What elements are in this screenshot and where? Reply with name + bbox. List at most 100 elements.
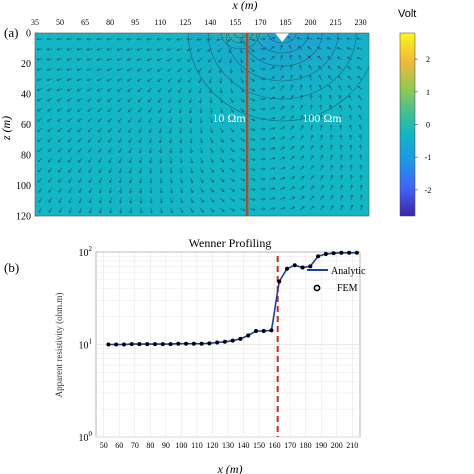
current-arrow-head (301, 135, 304, 138)
current-arrow-head (107, 99, 110, 102)
current-arrow (329, 105, 332, 111)
current-arrow-head (337, 56, 340, 60)
current-arrow-head (106, 47, 110, 51)
current-arrow (140, 177, 142, 184)
current-arrow-head (310, 134, 314, 138)
current-arrow-head (252, 158, 256, 161)
current-arrow-head (282, 166, 286, 170)
current-arrow-head (179, 150, 183, 154)
current-arrow-head (36, 37, 40, 41)
current-arrow-head (209, 110, 213, 114)
panel-b-ylabel: Apparent resistivity (ohm.m) (54, 293, 64, 398)
current-arrow-head (48, 190, 51, 193)
current-arrow (148, 97, 153, 103)
current-arrow-head (149, 191, 153, 194)
current-arrow-head (232, 179, 235, 182)
current-arrow-head (146, 58, 150, 62)
current-arrow (89, 207, 92, 213)
current-arrow (190, 197, 194, 203)
current-arrow (109, 167, 112, 173)
current-arrow-head (118, 180, 122, 184)
panel-b: (b) Wenner Profiling Apparent resistivit… (4, 236, 366, 474)
current-arrow-head (157, 68, 160, 72)
current-arrow (240, 47, 242, 53)
current-arrow (149, 157, 152, 163)
current-arrow-head (228, 50, 232, 54)
current-arrow (108, 127, 112, 133)
current-arrow (229, 147, 235, 152)
legend-fem-label: FEM (337, 283, 358, 294)
current-arrow (160, 147, 162, 153)
current-arrow-head (296, 36, 300, 40)
current-arrow-head (340, 194, 344, 198)
current-arrow-head (169, 130, 172, 134)
current-arrow (118, 137, 122, 143)
current-arrow-head (108, 129, 111, 133)
current-arrow-head (138, 109, 141, 113)
current-arrow-head (196, 37, 200, 41)
current-arrow (300, 125, 304, 131)
current-arrow-head (211, 189, 214, 193)
current-arrow (68, 177, 72, 183)
current-arrow (289, 196, 295, 200)
current-arrow-head (166, 37, 170, 41)
current-arrow (187, 58, 193, 62)
current-arrow-head (272, 66, 275, 69)
fem-point (121, 342, 126, 347)
current-arrow (147, 58, 153, 61)
current-arrow (170, 187, 173, 193)
current-arrow-head (218, 70, 222, 74)
current-arrow-head (149, 170, 153, 174)
current-arrow-head (310, 155, 314, 158)
current-arrow (119, 167, 122, 173)
current-arrow-head (67, 139, 71, 143)
current-arrow (180, 187, 183, 193)
current-arrow-head (282, 206, 286, 210)
current-arrow-head (177, 58, 180, 62)
current-arrow (38, 177, 42, 183)
current-arrow-head (318, 65, 321, 68)
fem-point (230, 338, 235, 343)
current-arrow (57, 98, 63, 102)
a-y-tick-label: 0 (26, 29, 31, 40)
current-arrow (279, 96, 285, 101)
current-arrow (357, 76, 363, 80)
current-arrow (300, 105, 303, 111)
current-arrow-head (230, 100, 234, 104)
current-arrow-head (96, 78, 100, 82)
current-arrow (340, 165, 343, 171)
current-arrow-head (210, 130, 214, 134)
current-arrow-head (263, 97, 266, 101)
current-arrow (269, 157, 275, 160)
current-arrow (150, 207, 152, 214)
current-arrow (37, 98, 43, 101)
current-arrow (220, 127, 224, 133)
current-arrow-head (86, 37, 90, 41)
current-arrow (310, 175, 314, 181)
current-arrow-head (211, 199, 215, 203)
current-arrow (249, 138, 255, 141)
current-arrow-head (359, 144, 363, 148)
current-arrow (290, 105, 294, 111)
current-arrow (119, 157, 122, 163)
current-arrow-head (88, 139, 91, 143)
current-arrow-head (128, 130, 131, 133)
current-arrow-head (98, 139, 101, 143)
b-x-tick-label: 180 (300, 441, 312, 450)
current-arrow (138, 117, 142, 123)
current-arrow (107, 98, 113, 102)
current-arrow-head (210, 150, 214, 154)
current-arrow (337, 47, 343, 50)
current-arrow-head (159, 180, 163, 184)
current-arrow (110, 207, 112, 213)
current-arrow-head (198, 80, 202, 84)
current-arrow (99, 187, 102, 193)
current-arrow (240, 67, 244, 73)
current-arrow-head (47, 159, 51, 163)
current-arrow (127, 48, 133, 51)
current-arrow-head (356, 56, 360, 60)
current-arrow-head (106, 78, 110, 82)
current-arrow-head (67, 109, 70, 112)
current-arrow (348, 85, 352, 91)
colorbar-ticks: 2 1 0 -1 -2 (415, 55, 431, 195)
